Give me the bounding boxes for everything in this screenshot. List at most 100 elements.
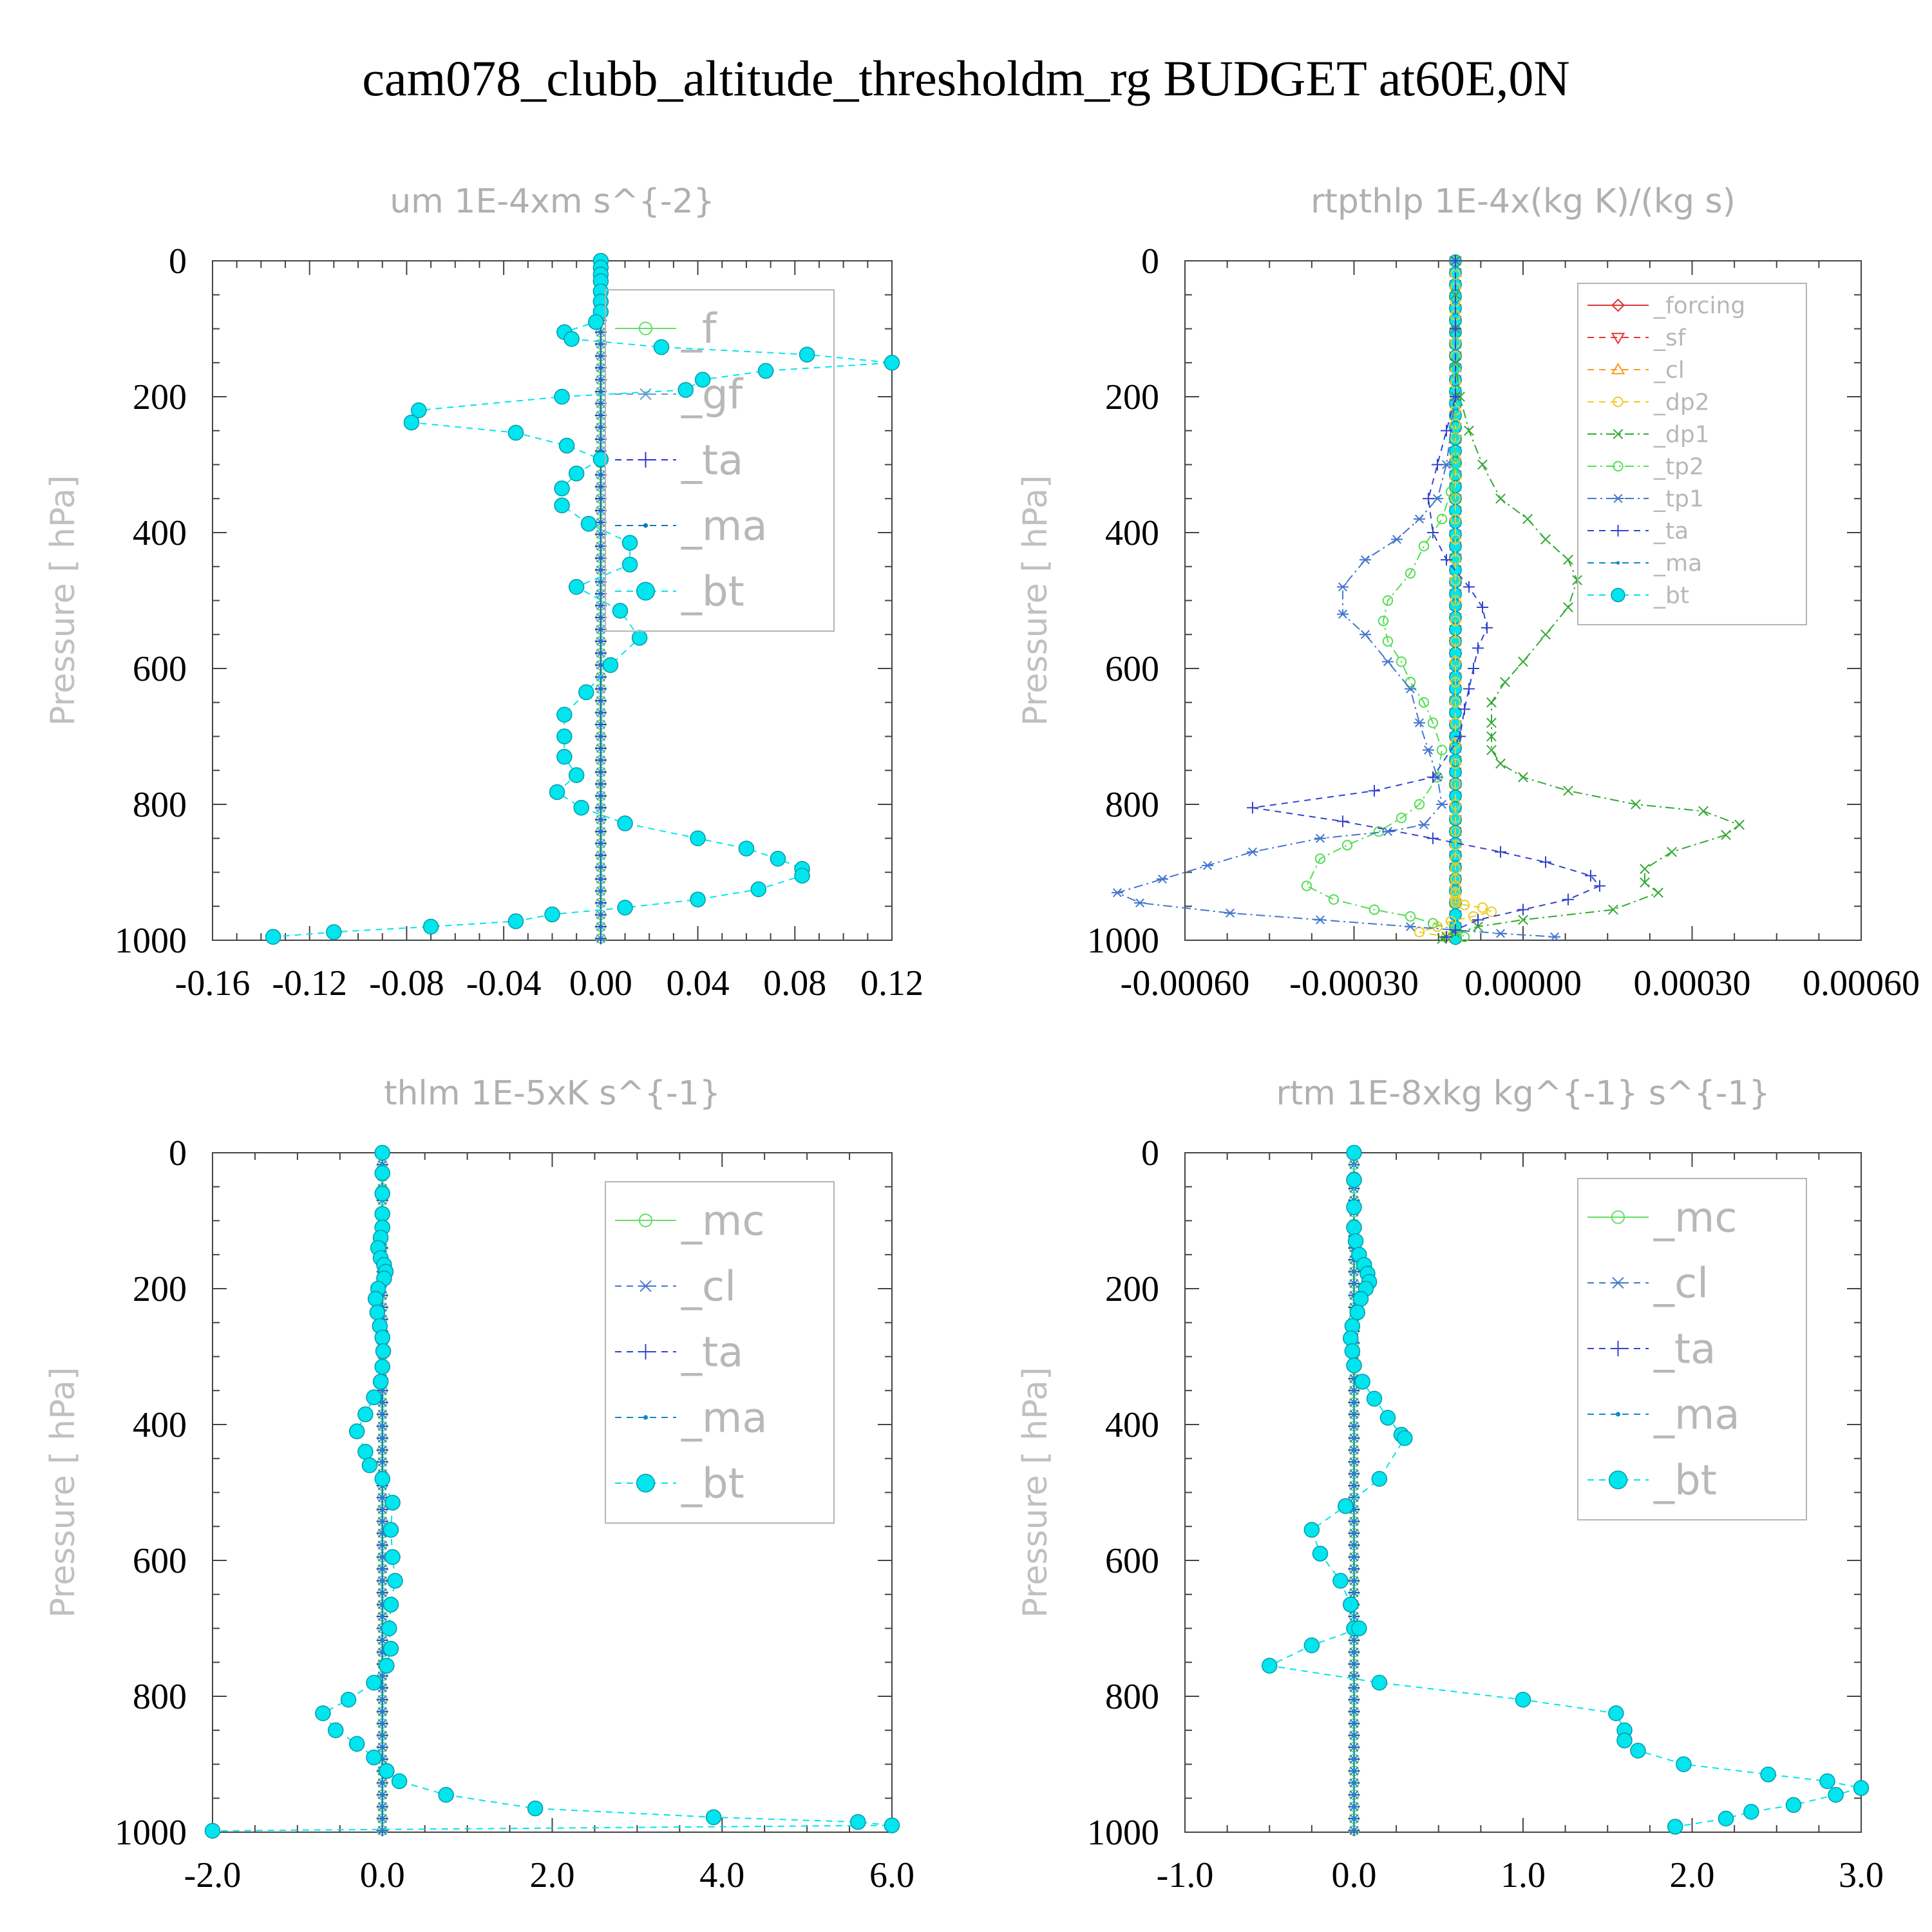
- data-point: [381, 1412, 384, 1416]
- data-point: [1450, 255, 1461, 267]
- data-point: [1495, 493, 1506, 504]
- data-point: [1371, 1471, 1388, 1487]
- legend-marker: [1611, 332, 1625, 345]
- data-point: [1343, 1330, 1359, 1347]
- x-tick-label: 0.00: [569, 963, 632, 1003]
- x-tick-label: 0.12: [860, 963, 923, 1003]
- data-point: [340, 1692, 357, 1708]
- x-tick-label: 0.00060: [1803, 963, 1920, 1003]
- y-tick-label: 400: [1105, 513, 1159, 553]
- series-line: [1441, 261, 1741, 940]
- data-point: [1427, 832, 1439, 844]
- legend-marker: [1610, 1276, 1626, 1289]
- data-point: [381, 1508, 384, 1511]
- data-point: [1472, 642, 1484, 654]
- x-tick-label: -0.08: [369, 963, 444, 1003]
- data-point: [403, 414, 420, 431]
- data-point: [1346, 1357, 1362, 1374]
- data-point: [372, 1374, 389, 1390]
- data-point: [381, 1460, 384, 1464]
- data-point: [599, 556, 603, 560]
- data-point: [599, 485, 603, 489]
- data-point: [1540, 856, 1551, 868]
- data-point: [599, 818, 603, 822]
- data-point: [1405, 684, 1416, 694]
- y-axis-label: Pressure [ hPa]: [44, 1367, 82, 1618]
- legend-label: _sf: [1653, 325, 1687, 352]
- data-point: [379, 1658, 395, 1674]
- data-point: [599, 425, 603, 430]
- data-point: [381, 1620, 397, 1636]
- data-point: [1518, 914, 1528, 925]
- data-point: [1549, 932, 1560, 942]
- legend-marker: [638, 1213, 653, 1227]
- data-point: [381, 1804, 384, 1809]
- plot-frame: [212, 1152, 893, 1833]
- data-point: [381, 1543, 384, 1547]
- data-point: [738, 840, 755, 857]
- data-point: [1382, 595, 1394, 606]
- data-point: [204, 1823, 221, 1839]
- data-point: [1495, 929, 1506, 938]
- data-point: [1427, 771, 1439, 783]
- data-point: [1450, 676, 1461, 688]
- legend-label: _cl: [1653, 357, 1685, 384]
- data-point: [381, 1424, 384, 1428]
- legend-label: _cl: [1653, 1260, 1709, 1307]
- data-point: [599, 544, 603, 548]
- data-point: [1352, 1543, 1356, 1547]
- data-point: [1418, 697, 1430, 708]
- data-point: [381, 1828, 384, 1833]
- data-point: [1450, 473, 1461, 484]
- data-point: [1518, 656, 1528, 667]
- data-point: [374, 1359, 390, 1375]
- data-point: [1352, 1448, 1356, 1452]
- x-tick-label: 2.0: [1670, 1855, 1715, 1895]
- y-tick-label: 0: [1141, 242, 1159, 281]
- data-point: [1352, 1291, 1369, 1307]
- data-point: [366, 1749, 382, 1766]
- data-point: [1436, 744, 1448, 755]
- data-point: [1667, 1819, 1683, 1835]
- data-point: [1454, 730, 1466, 743]
- data-point: [1445, 916, 1457, 927]
- data-point: [1352, 1555, 1356, 1559]
- legend-marker: [1611, 1210, 1625, 1224]
- legend-box: [1577, 1178, 1807, 1520]
- x-tick-label: -1.0: [1157, 1855, 1214, 1895]
- data-point: [599, 603, 603, 608]
- data-point: [1743, 1804, 1759, 1820]
- data-point: [599, 354, 603, 358]
- y-tick-label: 200: [133, 377, 187, 417]
- data-point: [348, 1736, 365, 1752]
- series-dp1: [1437, 256, 1745, 944]
- data-point: [580, 516, 597, 532]
- data-point: [1477, 902, 1488, 913]
- legend-marker: [1612, 493, 1624, 504]
- data-point: [1436, 513, 1448, 525]
- data-point: [381, 1721, 384, 1725]
- data-point: [1352, 1769, 1356, 1773]
- legend-label: _dp2: [1653, 390, 1710, 416]
- data-point: [554, 480, 570, 497]
- data-point: [1450, 812, 1461, 824]
- data-point: [1698, 806, 1709, 817]
- y-tick-label: 1000: [115, 921, 187, 961]
- data-point: [1352, 1377, 1356, 1381]
- legend-label: _tp1: [1653, 486, 1704, 513]
- data-point: [1157, 875, 1168, 884]
- y-axis-label: Pressure [ hPa]: [1016, 475, 1055, 726]
- data-point: [564, 331, 580, 347]
- legend-marker: [636, 1473, 656, 1493]
- data-point: [1640, 864, 1650, 875]
- data-point: [1343, 1596, 1359, 1613]
- data-point: [1346, 1219, 1362, 1236]
- legend-label: _forcing: [1653, 293, 1745, 319]
- data-point: [374, 1144, 390, 1161]
- data-point: [391, 1773, 408, 1790]
- data-point: [1477, 459, 1488, 470]
- data-point: [422, 918, 439, 935]
- data-point: [588, 314, 604, 330]
- legend-label: _gf: [681, 371, 744, 419]
- legend-marker: [1611, 587, 1625, 603]
